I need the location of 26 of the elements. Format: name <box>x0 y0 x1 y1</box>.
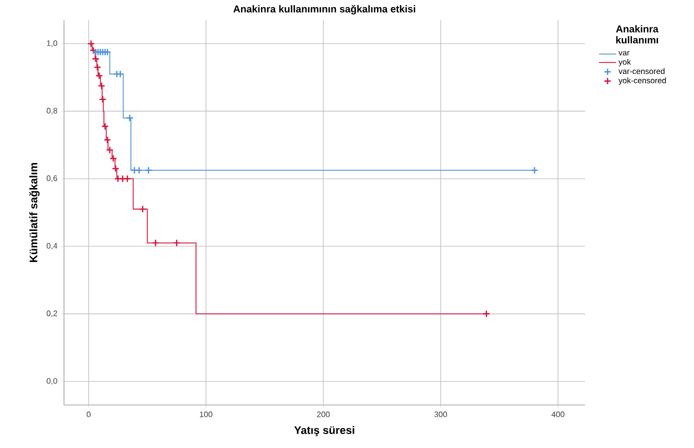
point <box>92 54 100 63</box>
point <box>114 174 122 183</box>
point <box>95 72 104 80</box>
point <box>98 96 107 104</box>
point <box>104 48 112 56</box>
point <box>94 63 102 72</box>
point <box>106 146 114 154</box>
point <box>104 136 112 144</box>
x-axis-title: Yatış süresi <box>294 426 354 436</box>
point <box>112 164 120 172</box>
legend-title: Anakinra kullanımı <box>616 25 658 44</box>
point <box>90 46 98 54</box>
point <box>98 82 106 90</box>
point <box>118 174 127 183</box>
point <box>172 239 180 247</box>
point <box>101 122 109 130</box>
point <box>130 166 138 174</box>
point <box>144 166 152 174</box>
y-axis-title: Kümülatif sağkalım <box>29 162 40 262</box>
point <box>135 166 143 174</box>
point <box>109 154 118 162</box>
point <box>138 205 146 213</box>
point <box>124 174 132 183</box>
chart-title: Anakinra kullanımının sağkalıma etkisi <box>233 5 416 14</box>
point <box>152 239 160 247</box>
point <box>126 114 134 122</box>
